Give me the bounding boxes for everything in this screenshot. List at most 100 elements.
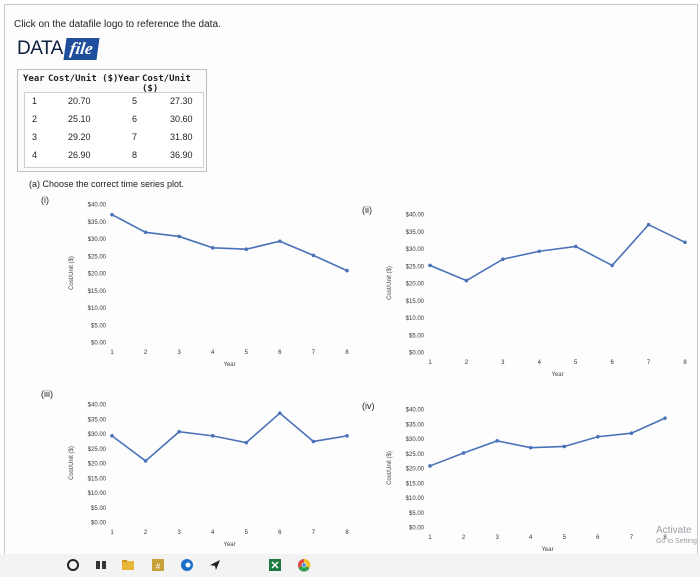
x-tick-label: 1 xyxy=(110,530,114,536)
series-line xyxy=(111,412,348,462)
start-circle-icon[interactable] xyxy=(66,558,80,572)
option-iii-radio[interactable]: (iii) xyxy=(41,389,53,399)
y-tick-label: $35.00 xyxy=(406,422,425,428)
svg-text:#: # xyxy=(156,562,161,571)
x-tick-label: 7 xyxy=(312,350,316,356)
x-tick-label: 8 xyxy=(663,535,667,541)
y-tick-label: $35.00 xyxy=(406,230,425,236)
data-point xyxy=(495,439,499,443)
y-tick-label: $20.00 xyxy=(88,272,107,278)
chart-option-iii[interactable]: $40.00 $35.00 $30.00 $25.00 $20.00 $15.00 $10.… xyxy=(57,390,357,550)
y-tick-label: $30.00 xyxy=(88,237,107,243)
series-line xyxy=(111,213,348,272)
option-i-label: (i) xyxy=(41,195,49,205)
y-tick-label: $10.00 xyxy=(88,306,107,312)
y-tick-label: $5.00 xyxy=(91,506,107,512)
y-tick-label: $5.00 xyxy=(91,323,107,329)
x-tick-label: 5 xyxy=(245,350,249,356)
y-tick-label: $25.00 xyxy=(88,447,107,453)
y-axis-title: Cost/Unit ($) xyxy=(387,266,393,300)
x-tick-label: 4 xyxy=(211,350,215,356)
table-header: Year Cost/Unit ($) Year Cost/Unit ($) xyxy=(18,74,206,94)
data-point xyxy=(177,429,181,434)
y-tick-label: $20.00 xyxy=(88,462,107,468)
data-point xyxy=(501,257,505,261)
x-tick-label: 2 xyxy=(144,530,148,536)
y-tick-label: $40.00 xyxy=(406,408,425,414)
data-point xyxy=(244,440,249,445)
data-point xyxy=(528,445,533,450)
x-tick-label: 4 xyxy=(211,530,215,536)
data-point xyxy=(210,434,215,438)
calendar-app-icon[interactable]: # xyxy=(151,558,165,572)
y-tick-label: $0.00 xyxy=(91,341,107,347)
data-point xyxy=(683,240,687,245)
spreadsheet-app-icon[interactable] xyxy=(268,558,282,572)
y-tick-label: $10.00 xyxy=(406,316,425,322)
series-line xyxy=(429,417,666,467)
cell-year: 6 xyxy=(132,114,138,124)
x-tick-label: 3 xyxy=(495,535,499,541)
data-point xyxy=(278,239,282,244)
x-tick-label: 3 xyxy=(177,350,181,356)
x-tick-label: 2 xyxy=(144,350,148,356)
instruction-text: Click on the datafile logo to reference … xyxy=(14,19,221,30)
y-tick-label: $20.00 xyxy=(406,282,425,288)
x-tick-label: 8 xyxy=(683,360,687,366)
cell-cost: 27.30 xyxy=(170,96,193,106)
y-tick-label: $20.00 xyxy=(406,467,425,473)
chart-option-i[interactable]: $40.00 $35.00 $30.00 $25.00 $20.00 $15.00 $10.… xyxy=(57,190,357,370)
option-ii-radio[interactable]: (ii) xyxy=(362,205,372,215)
x-tick-label: 1 xyxy=(428,360,432,366)
data-point xyxy=(210,246,215,250)
data-point xyxy=(663,416,667,420)
option-iv-label: (iv) xyxy=(362,401,375,411)
chrome-browser-icon[interactable] xyxy=(297,558,311,572)
x-tick-label: 7 xyxy=(312,530,316,536)
series-line xyxy=(429,223,686,282)
y-tick-label: $15.00 xyxy=(406,299,425,305)
taskbar: # xyxy=(0,554,700,577)
chart-option-ii[interactable]: $40.00 $35.00 $30.00 $25.00 $20.00 $15.00 $10.… xyxy=(375,200,695,380)
x-tick-label: 6 xyxy=(278,350,282,356)
option-i-radio[interactable]: (i) xyxy=(41,195,49,205)
chart-option-iv[interactable]: $40.00 $35.00 $30.00 $25.00 $20.00 $15.00 $10.… xyxy=(375,395,675,555)
y-tick-label: $15.00 xyxy=(88,476,107,482)
header-cost-2: Cost/Unit ($) xyxy=(142,74,191,94)
x-tick-label: 6 xyxy=(278,530,282,536)
send-arrow-icon[interactable] xyxy=(208,558,222,572)
data-point xyxy=(278,411,282,415)
data-point xyxy=(464,278,469,283)
y-tick-label: $35.00 xyxy=(88,417,107,423)
activate-windows-sub: Go to Setting xyxy=(656,538,697,545)
data-point xyxy=(428,263,432,268)
x-tick-label: 8 xyxy=(345,530,349,536)
file-explorer-icon[interactable] xyxy=(121,558,135,572)
y-tick-label: $30.00 xyxy=(406,437,425,443)
y-tick-label: $30.00 xyxy=(88,432,107,438)
datafile-logo-tag: file xyxy=(63,38,100,60)
x-tick-label: 3 xyxy=(501,360,505,366)
activate-windows-title: Activate xyxy=(656,525,692,536)
y-tick-label: $40.00 xyxy=(406,213,425,219)
edge-browser-icon[interactable] xyxy=(180,558,194,572)
data-point xyxy=(562,444,567,449)
y-tick-label: $0.00 xyxy=(409,351,425,357)
cell-cost: 29.20 xyxy=(68,132,91,142)
table-row: 1 20.70 5 27.30 xyxy=(25,93,203,111)
y-tick-label: $25.00 xyxy=(88,254,107,260)
x-tick-label: 4 xyxy=(529,535,533,541)
cell-cost: 25.10 xyxy=(68,114,91,124)
header-year-2: Year xyxy=(118,74,140,84)
datafile-logo[interactable]: DATA file xyxy=(17,38,100,60)
x-tick-label: 1 xyxy=(110,350,114,356)
y-axis-title: Cost/Unit ($) xyxy=(387,451,393,485)
header-cost-1: Cost/Unit ($) xyxy=(48,74,119,84)
cell-year: 4 xyxy=(32,150,38,160)
x-tick-label: 5 xyxy=(563,535,567,541)
data-point xyxy=(610,263,614,268)
cell-cost: 20.70 xyxy=(68,96,91,106)
task-view-icon[interactable] xyxy=(94,558,108,572)
option-iv-radio[interactable]: (iv) xyxy=(362,401,375,411)
y-tick-label: $35.00 xyxy=(88,220,107,226)
